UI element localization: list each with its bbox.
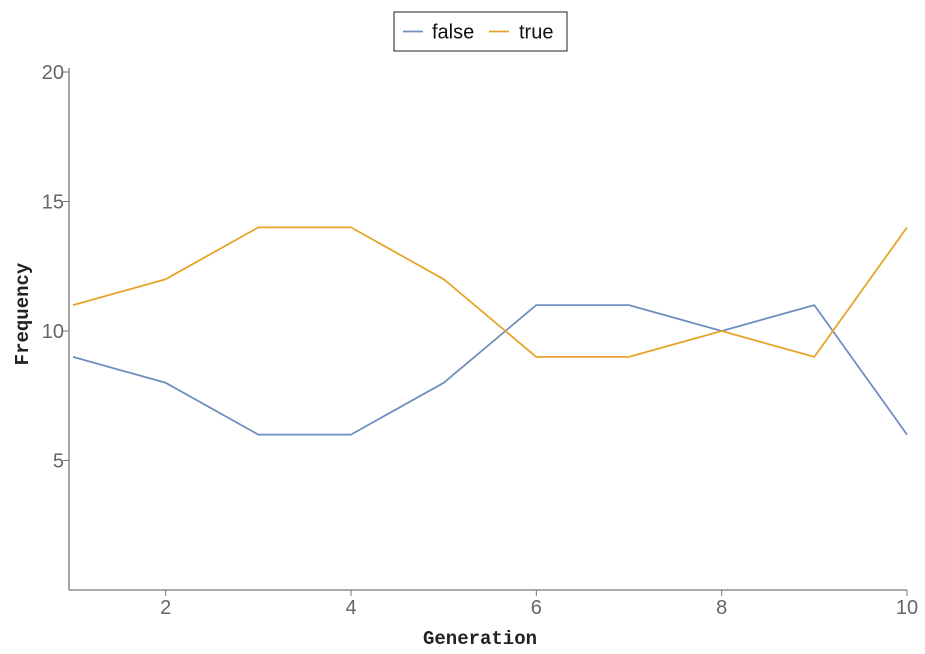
x-ticks: 2 4 6 8 10 (160, 590, 918, 619)
y-tick-label: 5 (53, 451, 64, 473)
series-lines (72, 226, 908, 436)
legend-label-false: false (432, 22, 474, 44)
y-axis-title: Frequency (12, 262, 34, 365)
x-tick-label: 4 (345, 597, 356, 619)
x-tick-label: 10 (896, 597, 918, 619)
y-tick-label: 20 (42, 62, 64, 84)
y-tick-label: 10 (42, 321, 64, 343)
x-tick-label: 8 (716, 597, 727, 619)
y-tick-label: 15 (42, 192, 64, 214)
x-tick-label: 2 (160, 597, 171, 619)
series-line-false (72, 304, 908, 436)
legend: false true (393, 11, 568, 52)
axes (68, 68, 907, 591)
x-axis-title: Generation (423, 628, 537, 650)
x-tick-label: 6 (531, 597, 542, 619)
series-line-true (72, 226, 908, 358)
y-ticks: 5 10 15 20 (42, 62, 69, 473)
legend-label-true: true (519, 22, 553, 44)
